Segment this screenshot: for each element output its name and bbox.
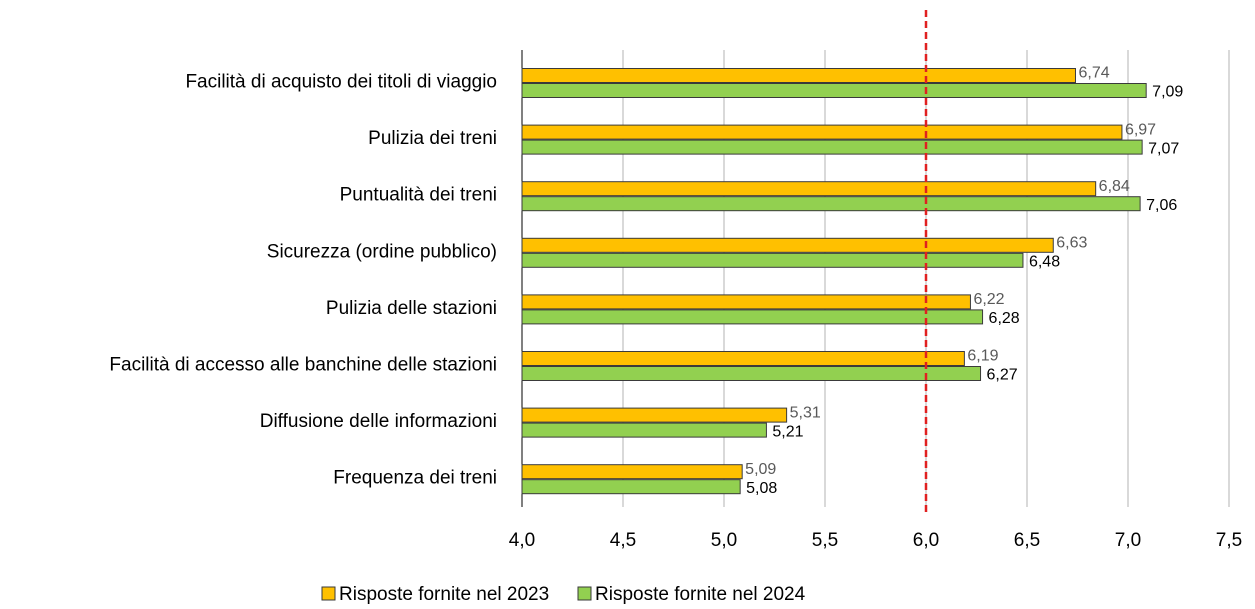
category-label: Frequenza dei treni — [333, 468, 497, 489]
legend-swatch — [577, 586, 592, 601]
category-label: Facilità di accesso alle banchine delle … — [109, 355, 497, 376]
value-label: 5,31 — [790, 404, 821, 421]
bar — [521, 181, 1097, 197]
x-tick-label: 6,5 — [1014, 530, 1040, 551]
bar — [521, 351, 965, 366]
category-label: Facilità di acquisto dei titoli di viagg… — [185, 72, 497, 93]
value-label: 7,09 — [1152, 84, 1183, 101]
category-label: Pulizia delle stazioni — [326, 298, 497, 319]
x-tick-label: 7,5 — [1216, 530, 1242, 551]
bar — [521, 83, 1147, 98]
value-label: 6,22 — [973, 291, 1004, 308]
bar — [521, 309, 984, 325]
value-label: 5,21 — [772, 423, 803, 440]
bar — [521, 68, 1076, 83]
x-tick-label: 5,0 — [711, 530, 737, 551]
bar — [521, 294, 971, 310]
bar — [521, 139, 1143, 155]
bar — [521, 407, 788, 423]
x-tick-label: 6,0 — [913, 530, 939, 551]
bar — [521, 422, 767, 438]
x-tick-label: 4,5 — [610, 530, 636, 551]
bar — [521, 252, 1024, 268]
value-label: 6,63 — [1056, 235, 1087, 252]
bar — [521, 237, 1054, 253]
x-tick-label: 4,0 — [509, 530, 535, 551]
value-label: 6,48 — [1029, 254, 1060, 271]
bar — [521, 366, 982, 381]
category-label: Puntualità dei treni — [340, 185, 497, 206]
value-label: 6,27 — [987, 367, 1018, 384]
x-tick-label: 5,5 — [812, 530, 838, 551]
legend-swatch — [321, 586, 336, 601]
value-label: 7,07 — [1148, 140, 1179, 157]
value-label: 6,19 — [967, 348, 998, 365]
category-label: Pulizia dei treni — [368, 128, 497, 149]
bar — [521, 479, 741, 495]
legend-label: Risposte fornite nel 2024 — [595, 584, 806, 605]
value-label: 6,97 — [1125, 121, 1156, 138]
category-label: Diffusione delle informazioni — [260, 411, 497, 432]
value-label: 7,06 — [1146, 197, 1177, 214]
bar — [521, 464, 743, 480]
value-label: 5,09 — [745, 461, 776, 478]
value-label: 5,08 — [746, 480, 777, 497]
value-label: 6,84 — [1099, 178, 1130, 195]
value-label: 6,74 — [1078, 65, 1109, 82]
bar — [521, 124, 1123, 140]
x-tick-label: 7,0 — [1115, 530, 1141, 551]
category-label: Sicurezza (ordine pubblico) — [267, 241, 497, 262]
value-label: 6,28 — [989, 310, 1020, 327]
bar — [521, 196, 1141, 212]
legend-label: Risposte fornite nel 2023 — [339, 584, 549, 605]
